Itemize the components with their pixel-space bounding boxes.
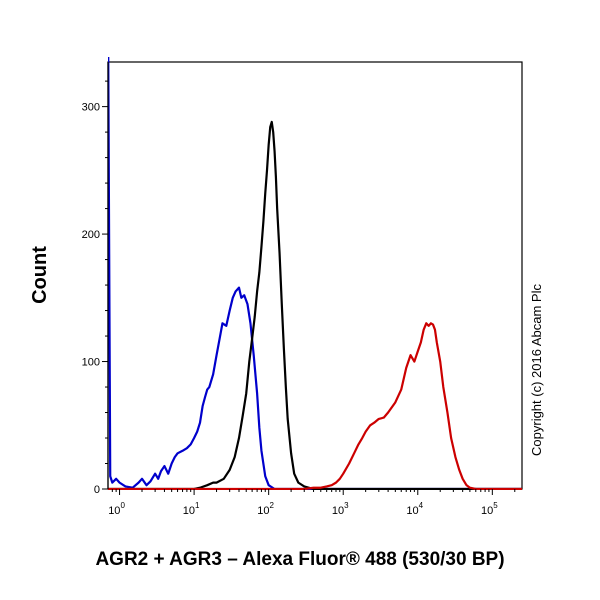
plot-area-border bbox=[107, 61, 523, 490]
x-tick-label: 102 bbox=[257, 501, 274, 517]
x-tick-label: 100 bbox=[108, 501, 125, 517]
y-tick-label: 100 bbox=[82, 357, 100, 369]
x-tick-label: 101 bbox=[183, 501, 200, 517]
x-tick-label: 105 bbox=[481, 501, 498, 517]
x-axis: 100 101 102 103 104 105 bbox=[108, 489, 516, 517]
y-axis-label: Count bbox=[29, 246, 51, 304]
x-tick-label: 104 bbox=[406, 501, 423, 517]
series-line-1 bbox=[108, 57, 522, 490]
x-tick-label: 103 bbox=[332, 501, 349, 517]
series-line-3 bbox=[108, 322, 522, 490]
series-line-2 bbox=[108, 120, 522, 490]
copyright-text: Copyright (c) 2016 Abcam Plc bbox=[529, 284, 544, 456]
y-tick-label: 0 bbox=[94, 484, 100, 496]
series-layer bbox=[108, 57, 522, 490]
y-axis: 0 100 200 300 bbox=[82, 62, 109, 496]
y-tick-label: 200 bbox=[82, 229, 100, 241]
x-axis-label: AGR2 + AGR3 – Alexa Fluor® 488 (530/30 B… bbox=[95, 549, 505, 570]
plot-frame bbox=[107, 61, 523, 490]
y-tick-label: 300 bbox=[82, 102, 100, 114]
